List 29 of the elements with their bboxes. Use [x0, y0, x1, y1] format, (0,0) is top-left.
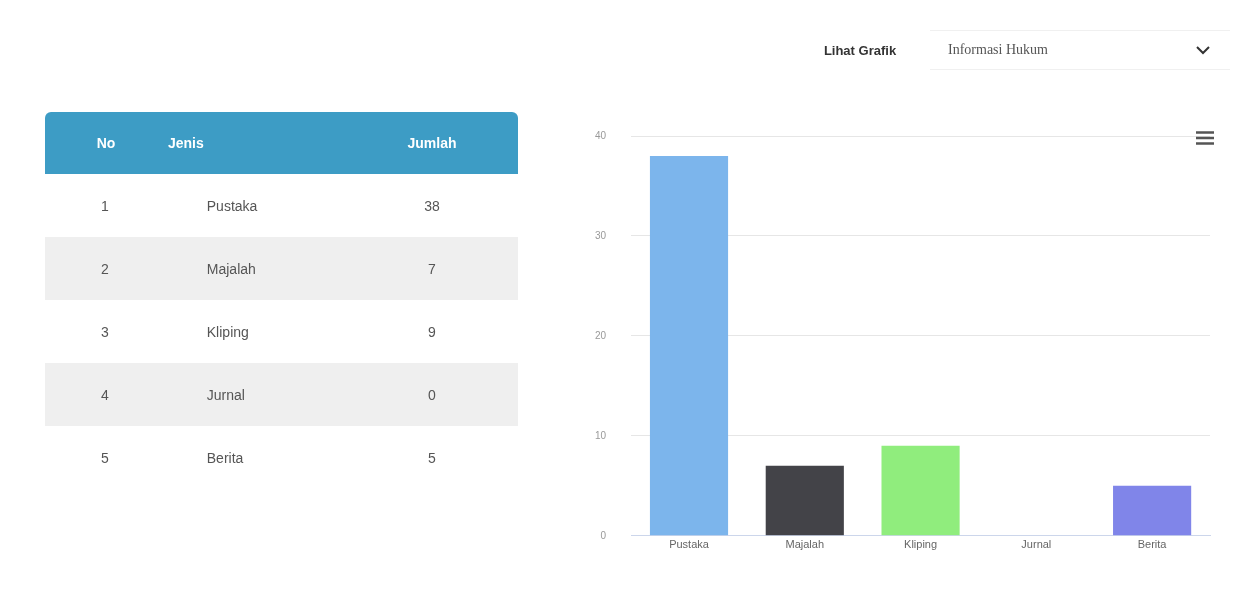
- text: 5 Berita: [101, 449, 244, 466]
- text: Jumlah: [346, 112, 518, 174]
- y-tick-label: 20: [595, 329, 607, 341]
- text: 0: [346, 363, 518, 426]
- text: 38: [423, 196, 441, 216]
- text: 1 Pustaka: [101, 197, 258, 214]
- text: 5: [427, 448, 437, 468]
- x-tick-label: Pustaka: [669, 538, 710, 551]
- y-tick-label: 0: [600, 529, 607, 541]
- text: 7: [346, 237, 518, 300]
- text: 2 Majalah: [101, 260, 256, 277]
- y-tick-label: 10: [595, 429, 607, 441]
- text: 9: [427, 322, 437, 342]
- text: 4 Jurnal: [101, 386, 245, 403]
- x-tick-label: Kliping: [904, 538, 938, 551]
- text: Informasi Hukum: [948, 42, 1048, 58]
- bar: [1113, 485, 1192, 536]
- bar: [881, 445, 960, 536]
- text: Lihat Grafik: [822, 42, 898, 58]
- text: 3 Kliping: [101, 323, 249, 340]
- y-tick-label: 40: [595, 129, 607, 141]
- bar: [765, 465, 844, 536]
- x-tick-label: Jurnal: [1021, 538, 1052, 551]
- text: Jenis: [167, 112, 346, 174]
- x-tick-label: Berita: [1137, 538, 1168, 551]
- x-tick-label: Majalah: [785, 538, 825, 551]
- y-tick-label: 30: [595, 229, 607, 241]
- text: No: [45, 112, 167, 174]
- bar: [649, 155, 729, 536]
